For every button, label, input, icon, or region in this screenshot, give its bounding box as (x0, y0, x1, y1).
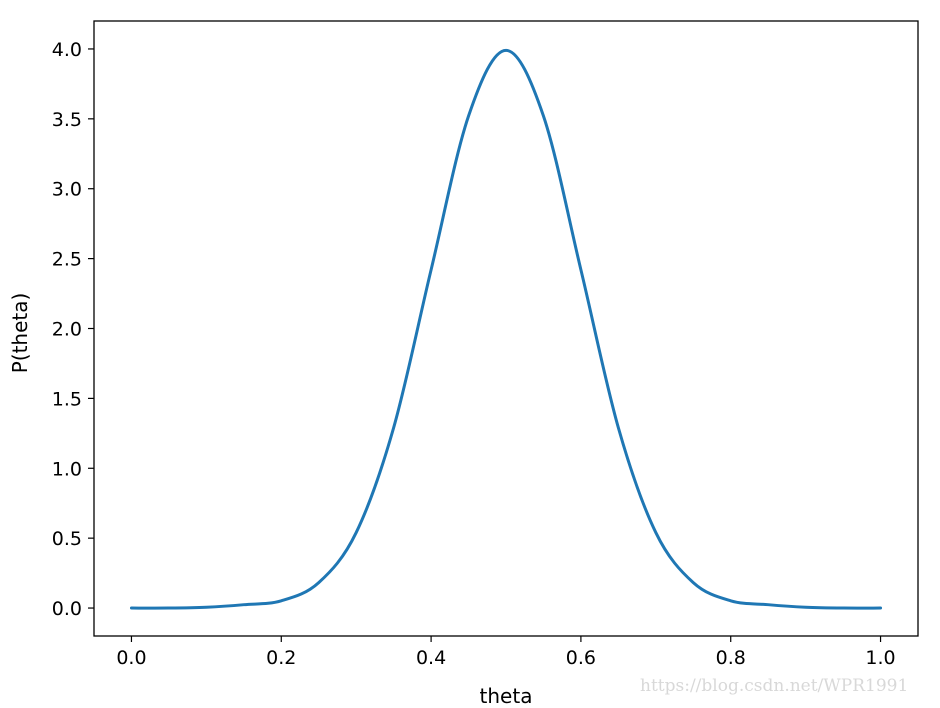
y-tick-label: 3.0 (52, 179, 82, 201)
y-tick-label: 1.5 (52, 388, 82, 410)
x-axis-label: theta (480, 684, 533, 708)
plot-layer: 0.0 0.2 0.4 0.6 0.8 1.0 0.0 0.5 1.0 1.5 2.0 2.5 3.0 3… (52, 20, 919, 669)
series-line (129, 48, 883, 610)
x-tick-label: 0.4 (416, 647, 446, 669)
x-tick-label: 0.2 (266, 647, 296, 669)
y-tick-label: 2.0 (52, 319, 82, 341)
y-tick-label: 3.5 (52, 109, 82, 131)
y-tick-label: 1.0 (52, 458, 82, 480)
y-tick-label: 0.5 (52, 528, 82, 550)
y-tick-label: 2.5 (52, 249, 82, 271)
x-tick-label: 0.6 (566, 647, 596, 669)
y-tick-label: 0.0 (52, 598, 82, 620)
y-axis-label: P(theta) (8, 293, 32, 374)
x-tick-label: 1.0 (865, 647, 895, 669)
x-tick-label: 0.0 (116, 647, 146, 669)
y-tick-label: 4.0 (52, 39, 82, 61)
x-tick-label: 0.8 (716, 647, 746, 669)
watermark-text: https://blog.csdn.net/WPR1991 (640, 676, 909, 696)
